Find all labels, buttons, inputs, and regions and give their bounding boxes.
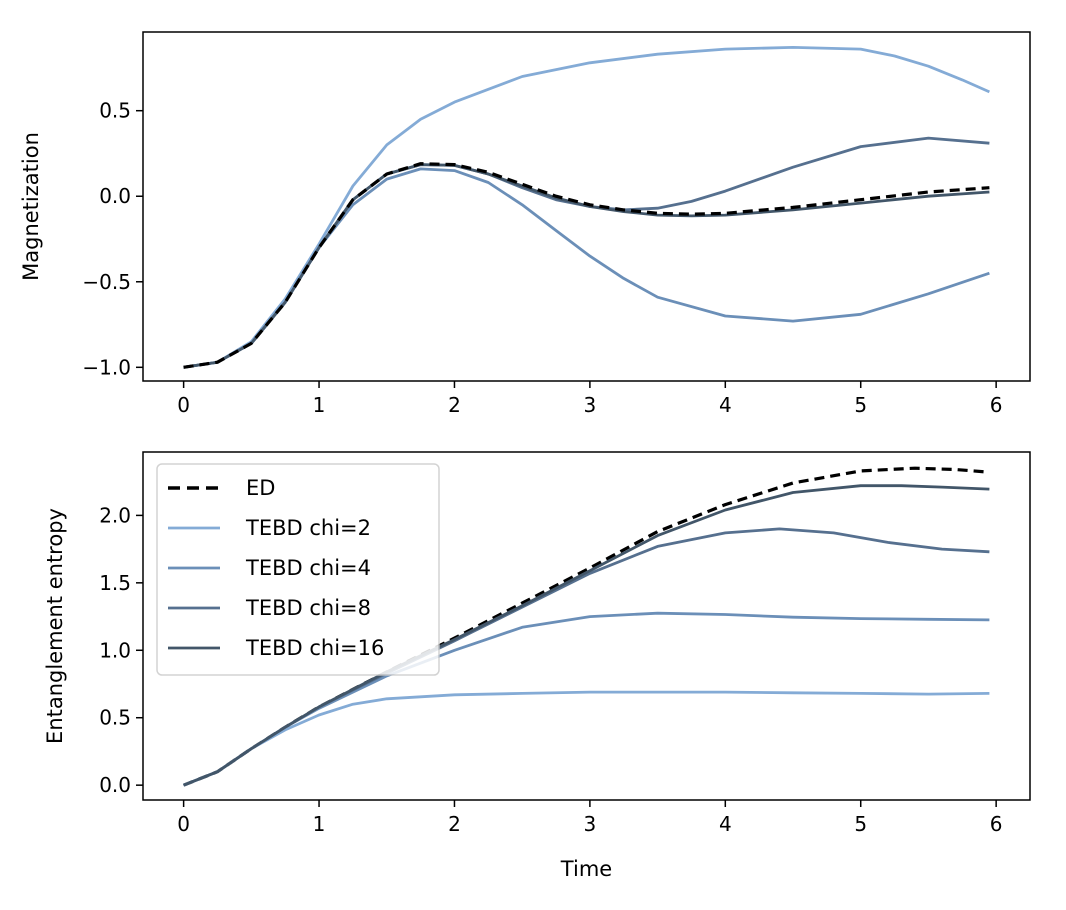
x-tick-label: 0 <box>177 393 190 417</box>
magnetization-panel: 0 1 2 3 4 5 6 −1.0 −0.5 0.0 0.5 Magnetization <box>19 31 1031 417</box>
legend-label: ED <box>246 476 275 500</box>
series-line-tebd-chi-2 <box>183 46 990 369</box>
y-tick-label: 1.0 <box>99 638 131 662</box>
x-tick-label: 4 <box>719 393 732 417</box>
x-axis-label: Time <box>560 857 612 881</box>
x-tick-label: 6 <box>990 393 1003 417</box>
y-tick-label: −0.5 <box>82 270 131 294</box>
y-tick-label: 0.5 <box>99 99 131 123</box>
y-tick-label: 1.5 <box>99 571 131 595</box>
y-axis-label: Magnetization <box>19 132 43 281</box>
entanglement-panel: 0 1 2 3 4 5 6 0.0 0.5 1.0 1.5 2.0 Time Entanglement e… <box>43 451 1031 881</box>
x-tick-label: 6 <box>990 812 1003 836</box>
legend-label: TEBD chi=16 <box>245 636 384 660</box>
y-tick-label: 0.0 <box>99 773 131 797</box>
x-tick-label: 2 <box>448 393 461 417</box>
legend: ED TEBD chi=2 TEBD chi=4 TEBD chi=8 TEBD chi… <box>156 463 440 676</box>
x-tick-label: 3 <box>584 393 597 417</box>
x-tick-label: 5 <box>854 812 867 836</box>
y-axis-label: Entanglement entropy <box>43 508 67 744</box>
legend-label: TEBD chi=2 <box>245 516 371 540</box>
x-tick-label: 1 <box>313 812 326 836</box>
x-tick-label: 2 <box>448 812 461 836</box>
x-tick-label: 4 <box>719 812 732 836</box>
x-tick-label: 0 <box>177 812 190 836</box>
y-tick-label: 0.0 <box>99 184 131 208</box>
legend-frame <box>156 463 440 676</box>
x-tick-label: 1 <box>313 393 326 417</box>
legend-label: TEBD chi=8 <box>245 596 371 620</box>
x-tick-label: 3 <box>584 812 597 836</box>
y-tick-label: 0.5 <box>99 706 131 730</box>
y-tick-label: 2.0 <box>99 503 131 527</box>
x-tick-label: 5 <box>854 393 867 417</box>
series-line-ed <box>183 162 990 369</box>
series-line-tebd-chi-16 <box>183 484 990 787</box>
legend-label: TEBD chi=4 <box>245 556 371 580</box>
y-tick-label: −1.0 <box>82 355 131 379</box>
